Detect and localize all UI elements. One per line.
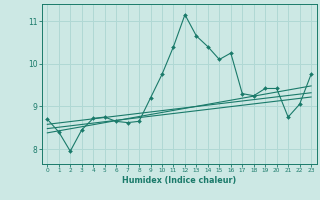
X-axis label: Humidex (Indice chaleur): Humidex (Indice chaleur)	[122, 176, 236, 185]
